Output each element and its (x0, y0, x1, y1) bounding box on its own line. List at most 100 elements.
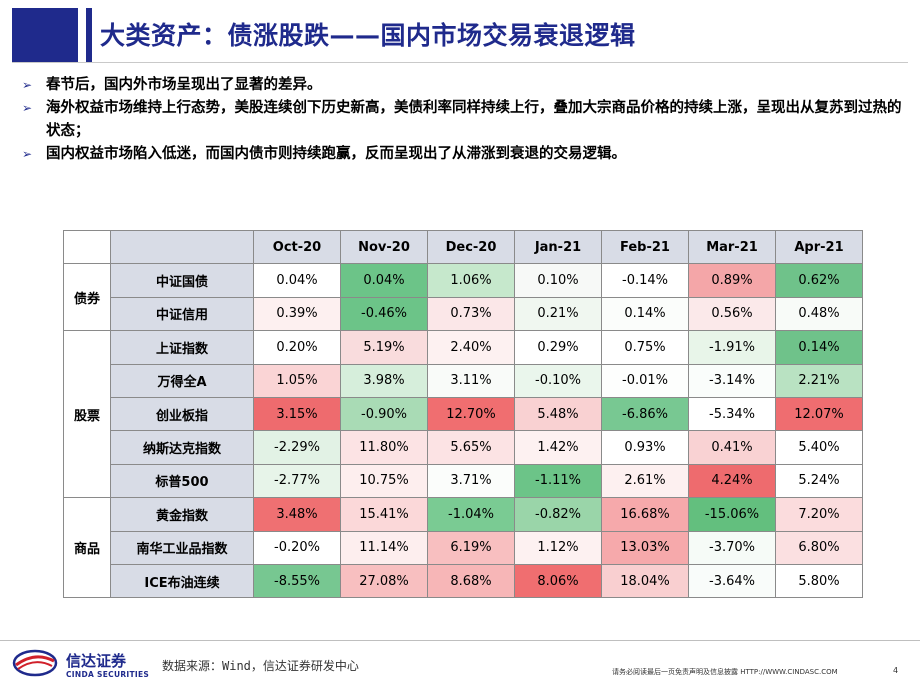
row-label: 创业板指 (110, 396, 254, 432)
value-cell: 3.15% (253, 396, 341, 432)
value-cell: -0.10% (514, 363, 602, 398)
value-cell: 7.20% (775, 497, 863, 532)
value-cell: 0.20% (253, 330, 341, 365)
value-cell: 5.24% (775, 463, 863, 499)
table-row: 中证信用 0.39% -0.46% 0.73% 0.21% 0.14% 0.56% 0.48% (64, 296, 863, 332)
value-cell: -1.11% (514, 463, 602, 499)
table-row: ICE布油连续 -8.55% 27.08% 8.68% 8.06% 18.04% -3.64… (64, 563, 863, 599)
value-cell: 1.12% (514, 530, 602, 565)
value-cell: 0.56% (688, 296, 776, 332)
value-cell: -2.29% (253, 430, 341, 465)
table-row: 南华工业品指数 -0.20% 11.14% 6.19% 1.12% 13.03% -3.70… (64, 530, 863, 565)
table-row: 股票 上证指数 0.20% 5.19% 2.40% 0.29% 0.75% -1.91% 0.1… (63, 330, 863, 499)
bullet-text: 国内权益市场陷入低迷，而国内债市则持续跑赢，反而呈现出了从滞涨到衰退的交易逻辑。 (46, 146, 626, 162)
table-row: 债券 中证国债 0.04% 0.04% 1.06% 0.10% -0.14% 0.89% 0.6… (63, 263, 863, 332)
value-cell: 4.24% (688, 463, 776, 499)
value-cell: -0.20% (253, 530, 341, 565)
row-label: 标普500 (110, 463, 254, 499)
value-cell: 0.10% (514, 263, 602, 298)
value-cell: 2.21% (775, 363, 863, 398)
asset-returns-table: Oct-20 Nov-20 Dec-20 Jan-21 Feb-21 Mar-21 Apr-… (63, 229, 863, 599)
value-cell: -3.70% (688, 530, 776, 565)
row-label: 黄金指数 (110, 497, 254, 532)
disclaimer-link[interactable]: 请务必阅读最后一页免责声明及信息披露 HTTP://WWW.CINDASC.CO… (612, 668, 838, 676)
value-cell: 0.41% (688, 430, 776, 465)
value-cell: -0.01% (601, 363, 689, 398)
row-label: ICE布油连续 (110, 563, 254, 599)
value-cell: 15.41% (340, 497, 428, 532)
arrow-bullet-icon: ➢ (22, 78, 33, 92)
value-cell: 0.73% (427, 296, 515, 332)
value-cell: 3.98% (340, 363, 428, 398)
bullet-list: ➢ 春节后，国内外市场呈现出了显著的差异。 ➢ 海外权益市场维持上行态势，美股连… (22, 74, 902, 166)
value-cell: 0.21% (514, 296, 602, 332)
value-cell: -0.82% (514, 497, 602, 532)
value-cell: 2.40% (427, 330, 515, 365)
value-cell: 0.62% (775, 263, 863, 298)
column-header: Apr-21 (775, 229, 863, 265)
value-cell: 8.68% (427, 563, 515, 599)
value-cell: -6.86% (601, 396, 689, 432)
table-row: 纳斯达克指数 -2.29% 11.80% 5.65% 1.42% 0.93% 0.41% 5.… (64, 430, 863, 465)
logo-english-name: CINDA SECURITIES (66, 670, 150, 679)
table-row: 创业板指 3.15% -0.90% 12.70% 5.48% -6.86% -5.34% 12… (64, 396, 863, 432)
title-divider (12, 62, 908, 63)
bullet-item: ➢ 海外权益市场维持上行态势，美股连续创下历史新高，美债利率同样持续上行，叠加大… (22, 97, 902, 143)
value-cell: 5.80% (775, 563, 863, 599)
value-cell: 0.93% (601, 430, 689, 465)
row-label: 上证指数 (110, 330, 254, 365)
bullet-text: 海外权益市场维持上行态势，美股连续创下历史新高，美债利率同样持续上行，叠加大宗商… (46, 100, 902, 139)
header-corner-cell (63, 229, 111, 265)
row-label: 万得全A (110, 363, 254, 398)
value-cell: -1.04% (427, 497, 515, 532)
value-cell: 0.04% (253, 263, 341, 298)
value-cell: 6.19% (427, 530, 515, 565)
bullet-item: ➢ 春节后，国内外市场呈现出了显著的差异。 (22, 74, 902, 97)
category-cell: 商品 (63, 497, 111, 599)
title-accent-block (12, 8, 78, 62)
value-cell: -0.14% (601, 263, 689, 298)
row-label: 中证信用 (110, 296, 254, 332)
value-cell: -1.91% (688, 330, 776, 365)
value-cell: -8.55% (253, 563, 341, 599)
column-header: Jan-21 (514, 229, 602, 265)
header-label-cell (110, 229, 254, 265)
table-row: 商品 黄金指数 3.48% 15.41% -1.04% -0.82% 16.68% -15.0… (63, 497, 863, 599)
arrow-bullet-icon: ➢ (22, 101, 33, 115)
arrow-bullet-icon: ➢ (22, 147, 33, 161)
table-row: 万得全A 1.05% 3.98% 3.11% -0.10% -0.01% -3.14% 2.2… (64, 363, 863, 398)
footer-divider (0, 640, 920, 641)
title-accent-bar (86, 8, 92, 62)
value-cell: -0.90% (340, 396, 428, 432)
value-cell: 0.04% (340, 263, 428, 298)
value-cell: 27.08% (340, 563, 428, 599)
value-cell: 0.14% (775, 330, 863, 365)
value-cell: 5.19% (340, 330, 428, 365)
value-cell: 16.68% (601, 497, 689, 532)
value-cell: 1.42% (514, 430, 602, 465)
value-cell: -3.64% (688, 563, 776, 599)
value-cell: -5.34% (688, 396, 776, 432)
value-cell: 8.06% (514, 563, 602, 599)
value-cell: 0.75% (601, 330, 689, 365)
value-cell: -3.14% (688, 363, 776, 398)
value-cell: 1.06% (427, 263, 515, 298)
category-cell: 债券 (63, 263, 111, 332)
value-cell: 1.05% (253, 363, 341, 398)
value-cell: 0.29% (514, 330, 602, 365)
row-label: 中证国债 (110, 263, 254, 298)
category-cell: 股票 (63, 330, 111, 499)
value-cell: 3.48% (253, 497, 341, 532)
value-cell: 11.14% (340, 530, 428, 565)
table-header-row: Oct-20 Nov-20 Dec-20 Jan-21 Feb-21 Mar-21 Apr-… (63, 229, 863, 265)
bullet-item: ➢ 国内权益市场陷入低迷，而国内债市则持续跑赢，反而呈现出了从滞涨到衰退的交易逻… (22, 143, 902, 166)
value-cell: 3.71% (427, 463, 515, 499)
value-cell: 11.80% (340, 430, 428, 465)
column-header: Mar-21 (688, 229, 776, 265)
value-cell: 2.61% (601, 463, 689, 499)
column-header: Feb-21 (601, 229, 689, 265)
value-cell: 3.11% (427, 363, 515, 398)
column-header: Dec-20 (427, 229, 515, 265)
value-cell: 0.39% (253, 296, 341, 332)
value-cell: 10.75% (340, 463, 428, 499)
